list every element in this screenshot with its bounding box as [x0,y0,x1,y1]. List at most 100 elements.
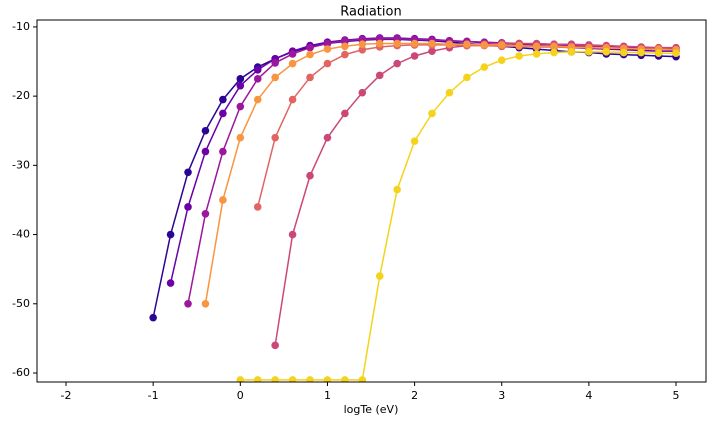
series-point [166,230,175,239]
series-point [445,40,454,49]
x-tick-label: 0 [237,389,244,402]
series-point [201,299,210,308]
series-point [288,50,297,58]
series-point [236,102,245,111]
series-point [550,42,558,51]
series-point [375,39,384,48]
series-point [463,73,471,82]
series-point [201,147,210,156]
series-point [201,210,210,218]
series-point [532,50,541,58]
series-point [341,109,349,118]
series-point [288,376,297,382]
series-point [602,48,611,56]
series-point [271,59,279,67]
x-tick-label: -1 [148,389,159,402]
series-point [393,185,401,194]
series-point [184,203,192,211]
series-point [323,45,332,53]
series-point [358,88,367,97]
y-tick-label: -10 [12,20,30,33]
series-point [393,59,401,68]
series-point [515,52,523,60]
series-point [253,95,262,104]
series-point [306,171,314,180]
series-line [240,51,677,381]
y-tick-label: -60 [12,366,30,379]
plot-area [149,34,680,382]
series-point [236,376,245,382]
series-point [497,56,506,64]
x-tick-label: 2 [411,389,418,402]
series-point [201,126,210,135]
series-point [428,47,436,55]
series-point [358,40,367,49]
series-point [393,39,401,48]
series-point [445,88,454,97]
series-point [219,147,227,156]
series-point [219,196,227,204]
series-point [288,230,297,239]
series-point [358,45,367,54]
series-point [271,376,279,382]
series-point [253,203,262,211]
x-tick-label: 3 [498,389,505,402]
series-point [497,41,506,49]
x-axis-label: logTe (eV) [344,403,399,416]
series-point [654,49,663,58]
series-point [288,59,297,68]
series-point [236,75,245,83]
axes-frame [36,19,707,383]
series-point [288,95,297,104]
series-point [219,95,227,104]
series-point [480,63,489,71]
series-point [428,109,436,118]
y-tick-label: -50 [12,297,30,310]
series-point [532,42,541,51]
series-point [410,52,419,60]
series-point [550,48,558,57]
series-point [323,376,332,382]
series-point [637,48,645,57]
series-point [375,71,384,80]
series-line [274,42,677,346]
series-point [515,41,523,50]
series-point [358,376,367,382]
series-point [410,39,419,48]
chart-title: Radiation [340,5,401,20]
series-point [271,133,279,142]
series-point [271,341,279,350]
y-tick-label: -40 [12,228,30,241]
series-point [323,133,332,142]
x-tick-label: 5 [673,389,680,402]
y-tick-label: -30 [12,158,30,171]
series-point [323,59,332,68]
series-point [271,73,279,82]
series-point [219,109,227,118]
series-point [341,36,349,45]
series-point [306,73,314,82]
series-point [463,40,471,49]
series-point [166,279,175,287]
series-line [204,42,677,304]
series-point [585,48,593,56]
y-tick-label: -20 [12,89,30,102]
series-point [619,48,628,57]
x-tick-label: 1 [324,389,331,402]
series-point [341,42,349,51]
series-point [236,133,245,142]
series-point [428,39,436,48]
series-point [184,299,192,308]
series-point [306,50,314,59]
series-point [341,50,349,59]
series-point [306,376,314,382]
series-point [253,66,262,74]
series-point [567,48,576,56]
series-line [152,38,677,318]
series-point [184,168,192,177]
series-point [236,81,245,90]
series-point [375,272,384,280]
series-point [323,39,332,48]
series-point [672,49,680,58]
